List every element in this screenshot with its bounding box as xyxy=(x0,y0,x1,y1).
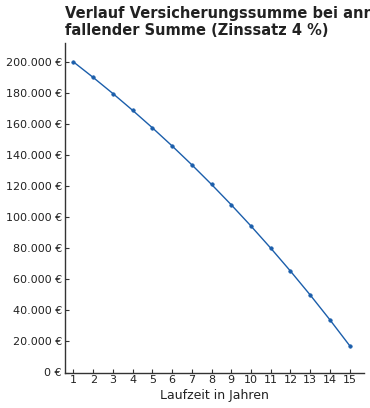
X-axis label: Laufzeit in Jahren: Laufzeit in Jahren xyxy=(160,390,269,402)
Text: Verlauf Versicherungssumme bei annuitätisch
fallender Summe (Zinssatz 4 %): Verlauf Versicherungssumme bei annuitäti… xyxy=(65,6,370,38)
